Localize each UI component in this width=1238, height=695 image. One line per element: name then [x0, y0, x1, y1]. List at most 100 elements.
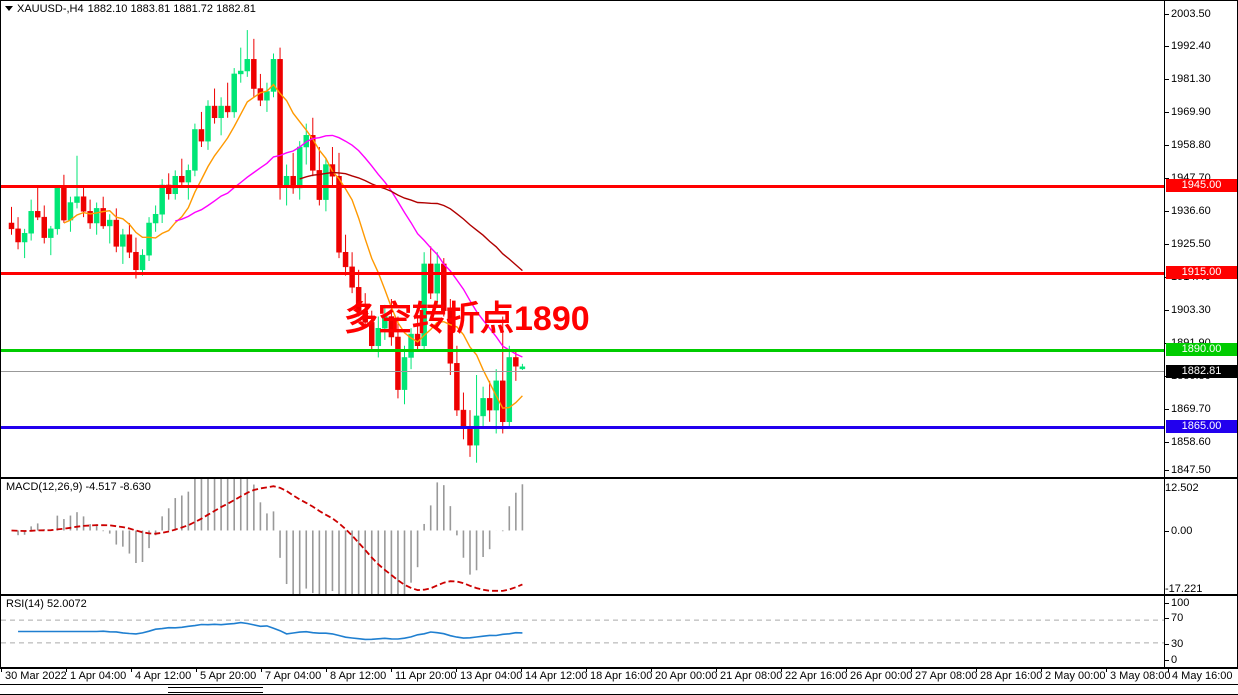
price-badge-support-1890[interactable]: 1890.00 — [1166, 343, 1237, 356]
candlestick — [473, 375, 480, 463]
ma-magenta — [175, 134, 523, 358]
time-axis-tick: 27 Apr 08:00 — [910, 668, 978, 682]
triangle-down-icon[interactable] — [5, 6, 13, 11]
price-axis[interactable]: 2003.50 1992.40 1981.30 1969.90 1958.80 1947.… — [1164, 1, 1237, 477]
price-axis-tick: 1925.50 — [1165, 239, 1211, 250]
rsi-line — [18, 621, 523, 641]
price-badge-support-1865[interactable]: 1865.00 — [1166, 420, 1237, 433]
horizontal-scrollbar[interactable] — [0, 684, 1238, 695]
candlestick — [369, 310, 375, 352]
candlestick — [8, 206, 15, 235]
chart-annotation-label: 多空转折点1890 — [344, 300, 590, 338]
candlestick — [257, 73, 264, 107]
time-axis[interactable]: 30 Mar 2022 1 Apr 04:00 4 Apr 12:00 5 Apr 2… — [0, 668, 1238, 684]
candlestick — [434, 252, 440, 305]
candlestick — [15, 217, 21, 250]
candlestick — [126, 223, 133, 259]
level-line-current-price-1882[interactable] — [1, 371, 1164, 372]
ma-darkred — [299, 171, 523, 272]
candlestick — [355, 269, 362, 317]
candlestick — [310, 117, 316, 177]
level-line-resistance-1945[interactable] — [1, 185, 1164, 188]
candlestick — [185, 164, 192, 200]
time-axis-tick: 4 Apr 12:00 — [130, 668, 192, 682]
candlestick — [218, 97, 224, 136]
rsi-axis-tick: 70 — [1165, 613, 1183, 624]
candlestick — [192, 123, 198, 177]
price-axis-tick: 1992.40 — [1165, 41, 1211, 52]
candlestick — [231, 68, 237, 118]
price-badge-resistance-1915[interactable]: 1915.00 — [1166, 266, 1237, 279]
time-axis-tick: 20 Apr 00:00 — [650, 668, 718, 682]
rsi-axis[interactable]: 100 70 30 0 — [1164, 596, 1237, 667]
time-axis-tick: 7 Apr 04:00 — [260, 668, 322, 682]
candlestick — [54, 185, 61, 235]
candlestick — [224, 82, 231, 118]
candlestick — [205, 100, 211, 150]
candlestick — [41, 205, 47, 244]
time-axis-tick: 5 Apr 20:00 — [195, 668, 257, 682]
price-axis-tick: 1947.70 — [1165, 173, 1211, 184]
candlestick-series — [8, 30, 526, 463]
macd-plot-area[interactable] — [1, 479, 1164, 594]
rsi-plot-area[interactable] — [1, 596, 1164, 667]
symbol-timeframe-label: XAUUSD-,H4 — [17, 2, 84, 15]
rsi-axis-tick: 0 — [1165, 655, 1177, 666]
price-axis-tick: 1969.90 — [1165, 107, 1211, 118]
candlestick — [67, 196, 74, 232]
level-line-support-1890[interactable] — [1, 349, 1164, 352]
rsi-axis-tick: 100 — [1165, 598, 1189, 609]
price-badge-current-price-1882[interactable]: 1882.81 — [1166, 365, 1237, 378]
candlestick — [113, 208, 120, 253]
time-axis-tick: 26 Apr 00:00 — [845, 668, 913, 682]
price-axis-tick: 1903.30 — [1165, 305, 1211, 316]
macd-pane[interactable]: MACD(12,26,9) -4.517 -8.630 12.502 0.00 -1… — [0, 478, 1238, 595]
candlestick — [506, 345, 513, 428]
price-axis-tick: 1958.80 — [1165, 140, 1211, 151]
rsi-series — [1, 619, 1164, 644]
time-axis-tick: 8 Apr 12:00 — [325, 668, 387, 682]
time-axis-tick: 13 Apr 04:00 — [455, 668, 523, 682]
chart-header: XAUUSD-,H4 1882.10 1883.81 1881.72 1882.… — [1, 1, 256, 16]
candlestick — [211, 88, 218, 124]
candlestick — [179, 158, 185, 188]
price-pane[interactable]: 多空转折点1890 XAUUSD-,H4 1882.10 1883.81 188… — [0, 0, 1238, 478]
ma-orange — [63, 83, 523, 409]
candlestick — [486, 380, 493, 422]
level-line-support-1865[interactable] — [1, 426, 1164, 429]
candlestick — [28, 199, 34, 241]
candlestick — [513, 351, 519, 381]
macd-axis[interactable]: 12.502 0.00 -17.221 — [1164, 479, 1237, 594]
macd-series — [11, 479, 524, 594]
macd-axis-tick: -17.221 — [1165, 583, 1203, 595]
macd-indicator-label: MACD(12,26,9) -4.517 -8.630 — [5, 481, 152, 493]
candlestick — [251, 38, 257, 98]
price-axis-tick: 1858.60 — [1165, 437, 1211, 448]
candlestick — [362, 293, 368, 329]
time-axis-tick: 3 May 08:00 — [1106, 668, 1171, 682]
candlestick — [133, 237, 139, 279]
macd-axis-tick: 0.00 — [1165, 526, 1192, 537]
candlestick — [152, 205, 159, 232]
price-plot-area[interactable] — [1, 1, 1164, 477]
candlestick — [34, 187, 41, 221]
candlestick — [447, 299, 454, 375]
candlestick — [408, 328, 414, 370]
candlestick — [519, 363, 526, 370]
macd-axis-tick: 12.502 — [1165, 482, 1199, 494]
time-axis-tick: 14 Apr 12:00 — [520, 668, 588, 682]
time-axis-tick: 2 May 00:00 — [1041, 668, 1106, 682]
scrollbar-thumb[interactable] — [168, 687, 263, 693]
price-badge-resistance-1945[interactable]: 1945.00 — [1166, 179, 1237, 192]
candlestick — [467, 410, 473, 457]
price-axis-tick: 1847.50 — [1165, 465, 1211, 476]
candlestick — [336, 152, 342, 259]
time-axis-tick: 22 Apr 16:00 — [780, 668, 848, 682]
level-line-resistance-1915[interactable] — [1, 272, 1164, 275]
candlestick — [146, 217, 152, 261]
candlestick — [401, 345, 408, 405]
rsi-pane[interactable]: RSI(14) 52.0072 100 70 30 0 — [0, 595, 1238, 668]
rsi-indicator-label: RSI(14) 52.0072 — [5, 598, 88, 610]
rsi-axis-tick: 30 — [1165, 639, 1183, 650]
